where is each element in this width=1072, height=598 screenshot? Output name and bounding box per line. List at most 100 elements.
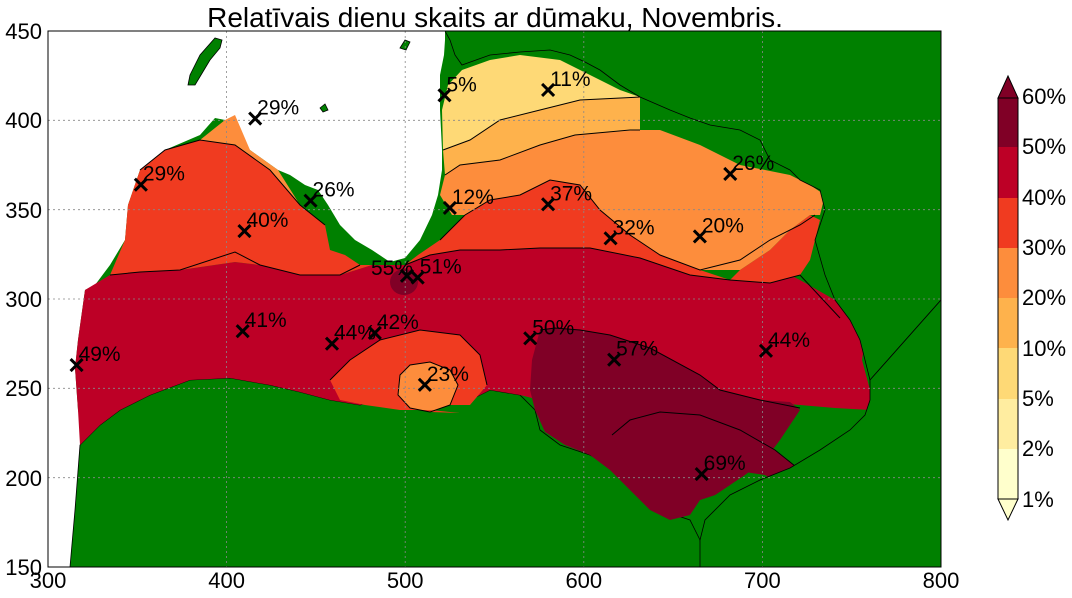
station-label: 55% [371,257,413,280]
colorbar-label: 20% [1022,285,1066,310]
station-label: 42% [377,311,419,334]
station-marker [133,177,148,192]
band-40-50 [75,248,870,445]
band-30-40-north [730,215,820,283]
station-marker [324,336,340,351]
eastern-land [699,299,941,567]
y-tick-label: 200 [5,466,42,491]
station-label: 12% [452,186,494,209]
y-tick-label: 250 [5,376,42,401]
station-label: 57% [616,338,658,361]
y-tick-label: 350 [5,198,42,223]
station-label: 26% [732,152,774,175]
colorbar-segment-40-50 [998,147,1018,198]
map-title: Relatīvais dienu skaits ar dūmaku, Novem… [207,2,783,33]
colorbar-segment-50-60 [998,98,1018,147]
grid [48,31,941,567]
y-tick-label: 400 [5,108,42,133]
station-label: 44% [334,322,376,345]
station-label: 41% [245,309,287,332]
station-marker [541,197,556,212]
station-label: 11% [550,68,590,91]
band-10-20 [443,97,640,175]
station-label: 49% [79,343,121,366]
colorbar-label: 10% [1022,336,1066,361]
x-tick-label: 700 [744,568,781,593]
colorbar-segment-2-5 [998,399,1018,449]
station-label: 26% [313,179,355,202]
station-marker [69,358,84,373]
station-label: 51% [420,256,462,279]
x-tick-label: 400 [208,568,245,593]
station-label: 37% [550,182,592,205]
station-marker [399,268,415,283]
colorbar-top-arrow [997,74,1019,99]
colorbar-label: 5% [1022,386,1054,411]
colorbar-segment-30-40 [998,198,1018,248]
station-marker [367,325,382,341]
band-30-40 [110,140,372,275]
colorbar-label: 60% [1022,84,1066,109]
band-60-plus [612,412,808,510]
colorbar: 60% 50% 40% 30% 20% 10% 5% 2% 1% [997,74,1066,522]
station-marker [410,270,425,285]
x-tick-label: 300 [30,568,67,593]
station-marker [303,193,318,208]
station-label: 44% [768,329,810,352]
colorbar-segment-20-30 [998,248,1018,298]
island-small-2 [319,103,329,113]
y-tick-label: 300 [5,287,42,312]
station-label: 50% [532,316,574,339]
sea-area [48,31,445,567]
station-label: 29% [143,163,185,186]
station-label: 20% [702,214,744,237]
plot-frame [47,30,942,568]
band-20-30-west [200,115,300,205]
station-marker [692,229,707,244]
band-50-60-riga [390,269,418,295]
station-label: 40% [246,209,288,232]
station-label: 69% [704,452,746,475]
colorbar-segment-10-20 [998,298,1018,348]
station-marker [442,200,457,215]
band-20-30-east [440,130,825,270]
band-30-40-east [405,180,730,280]
northern-land [444,31,941,381]
colorbar-label: 30% [1022,235,1066,260]
x-tick-label: 600 [565,568,602,593]
station-label: 29% [257,97,299,120]
colorbar-label: 50% [1022,134,1066,159]
station-label: 32% [613,216,655,239]
band-30-40-center [330,330,487,413]
colorbar-frame [997,97,1019,500]
colorbar-segment-1-2 [998,449,1018,499]
colorbar-segment-5-10 [998,348,1018,399]
island-saaremaa [187,37,223,86]
x-axis: 300 400 500 600 700 800 [30,568,960,593]
y-tick-label: 450 [5,19,42,44]
station-marker [437,88,452,103]
x-tick-label: 800 [923,568,960,593]
station-markers: 5% 11% 29% 29% 26% 26% 12% 37% 40% 32% 20% 55% 51% 41… [69,68,810,482]
station-label: 23% [427,363,469,386]
band-5-10 [442,55,640,150]
station-marker [523,331,538,346]
colorbar-label: 1% [1022,487,1054,512]
y-axis: 450 400 350 300 250 200 150 [5,19,42,580]
colorbar-label: 2% [1022,436,1054,461]
station-marker [237,224,252,239]
station-marker [248,111,263,126]
y-tick-label: 150 [5,555,42,580]
station-marker [607,352,622,367]
station-marker [417,377,432,392]
colorbar-label: 40% [1022,185,1066,210]
station-marker [235,324,250,339]
station-marker [603,231,618,246]
station-marker [541,82,556,98]
island-small [399,39,411,51]
station-marker [694,467,709,482]
x-tick-label: 500 [387,568,424,593]
station-marker [723,166,738,181]
colorbar-bottom-arrow [997,498,1019,522]
